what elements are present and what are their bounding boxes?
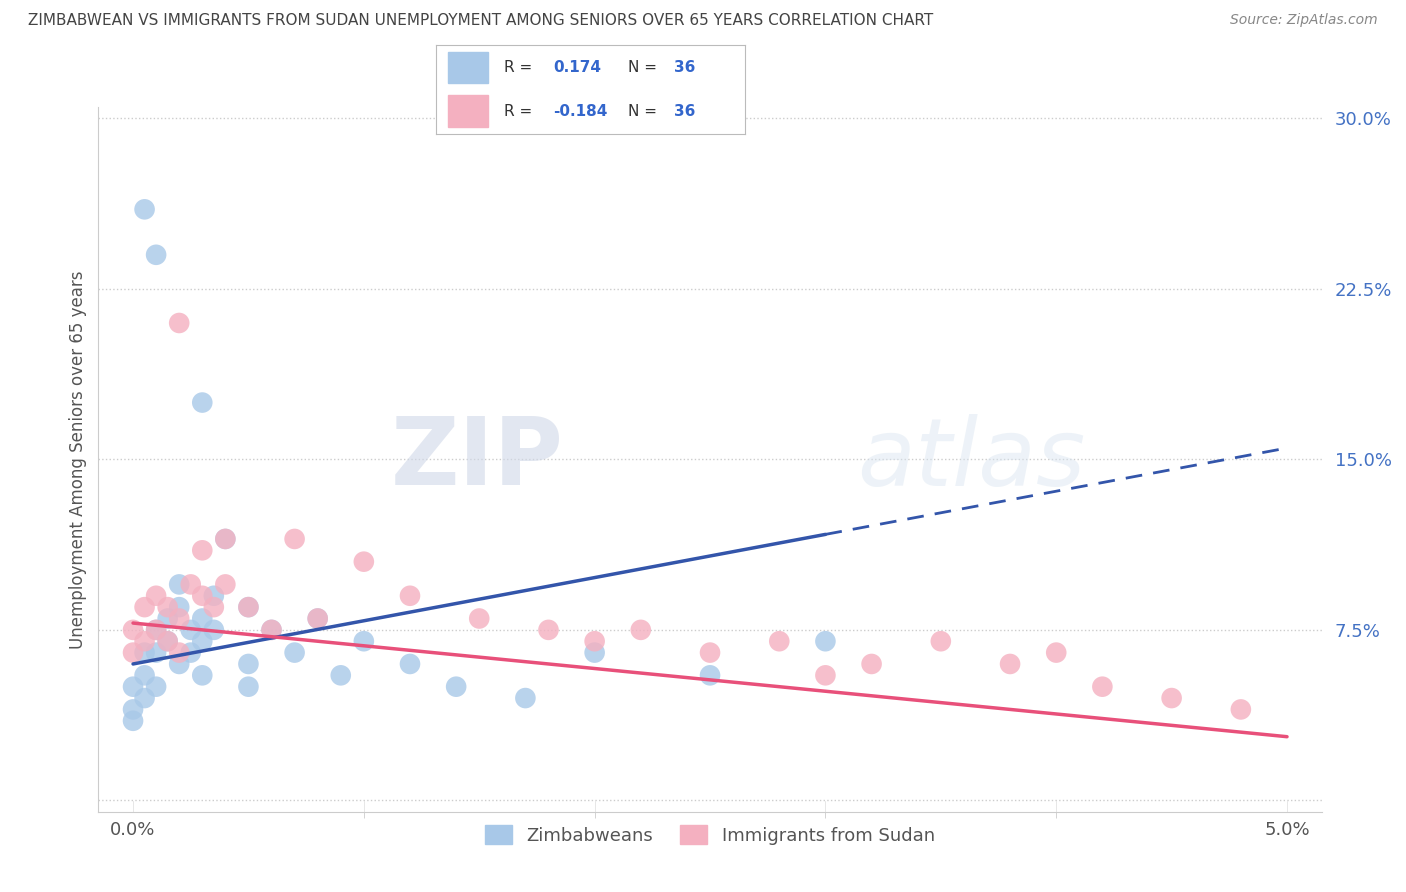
Text: ZIP: ZIP bbox=[391, 413, 564, 506]
Text: -0.184: -0.184 bbox=[554, 103, 607, 119]
Point bbox=[353, 555, 375, 569]
Point bbox=[202, 589, 225, 603]
Point bbox=[134, 646, 156, 660]
Point bbox=[167, 657, 190, 671]
Point bbox=[214, 577, 236, 591]
Y-axis label: Unemployment Among Seniors over 65 years: Unemployment Among Seniors over 65 years bbox=[69, 270, 87, 648]
Point bbox=[998, 657, 1021, 671]
Point bbox=[180, 646, 202, 660]
Point bbox=[284, 532, 307, 546]
Legend: Zimbabweans, Immigrants from Sudan: Zimbabweans, Immigrants from Sudan bbox=[478, 818, 942, 852]
Text: ZIMBABWEAN VS IMMIGRANTS FROM SUDAN UNEMPLOYMENT AMONG SENIORS OVER 65 YEARS COR: ZIMBABWEAN VS IMMIGRANTS FROM SUDAN UNEM… bbox=[28, 13, 934, 29]
Point bbox=[630, 623, 652, 637]
Point bbox=[191, 634, 214, 648]
Point bbox=[699, 668, 721, 682]
Point bbox=[353, 634, 375, 648]
Point bbox=[399, 589, 422, 603]
Point bbox=[202, 623, 225, 637]
Point bbox=[156, 634, 179, 648]
Point bbox=[238, 600, 260, 615]
Point bbox=[145, 680, 167, 694]
Text: N =: N = bbox=[627, 103, 661, 119]
Point bbox=[145, 646, 167, 660]
Text: 36: 36 bbox=[673, 103, 696, 119]
Point bbox=[134, 634, 156, 648]
Point bbox=[134, 600, 156, 615]
Point bbox=[180, 623, 202, 637]
Point bbox=[307, 611, 329, 625]
Point bbox=[1160, 691, 1182, 706]
Text: atlas: atlas bbox=[856, 414, 1085, 505]
Text: 0.174: 0.174 bbox=[554, 60, 602, 75]
Text: 36: 36 bbox=[673, 60, 696, 75]
Point bbox=[515, 691, 537, 706]
Point bbox=[167, 577, 190, 591]
Point bbox=[167, 600, 190, 615]
Point bbox=[167, 646, 190, 660]
Point bbox=[537, 623, 560, 637]
FancyBboxPatch shape bbox=[449, 95, 488, 127]
Point bbox=[122, 623, 145, 637]
Point bbox=[468, 611, 491, 625]
Point bbox=[329, 668, 352, 682]
Point bbox=[238, 657, 260, 671]
Point bbox=[860, 657, 883, 671]
Point bbox=[156, 634, 179, 648]
Point bbox=[399, 657, 422, 671]
Point bbox=[929, 634, 952, 648]
Point bbox=[134, 668, 156, 682]
Point bbox=[284, 646, 307, 660]
Point bbox=[156, 600, 179, 615]
Point bbox=[145, 248, 167, 262]
Point bbox=[122, 714, 145, 728]
Point bbox=[214, 532, 236, 546]
Point bbox=[191, 668, 214, 682]
Point bbox=[167, 316, 190, 330]
Point bbox=[583, 646, 606, 660]
Point bbox=[122, 680, 145, 694]
Text: N =: N = bbox=[627, 60, 661, 75]
Point bbox=[699, 646, 721, 660]
Point bbox=[145, 623, 167, 637]
Point bbox=[191, 589, 214, 603]
Point bbox=[583, 634, 606, 648]
Point bbox=[260, 623, 283, 637]
Point bbox=[122, 702, 145, 716]
Point bbox=[167, 611, 190, 625]
FancyBboxPatch shape bbox=[449, 52, 488, 83]
Point bbox=[238, 680, 260, 694]
Point bbox=[156, 611, 179, 625]
Point bbox=[145, 589, 167, 603]
Point bbox=[814, 668, 837, 682]
Point bbox=[768, 634, 790, 648]
Text: Source: ZipAtlas.com: Source: ZipAtlas.com bbox=[1230, 13, 1378, 28]
Point bbox=[1045, 646, 1067, 660]
Point bbox=[260, 623, 283, 637]
Point bbox=[191, 543, 214, 558]
Point bbox=[214, 532, 236, 546]
Point bbox=[1091, 680, 1114, 694]
Point bbox=[191, 611, 214, 625]
Text: R =: R = bbox=[503, 103, 537, 119]
Point bbox=[122, 646, 145, 660]
Text: R =: R = bbox=[503, 60, 537, 75]
Point bbox=[238, 600, 260, 615]
Point bbox=[444, 680, 467, 694]
Point bbox=[1230, 702, 1253, 716]
Point bbox=[134, 691, 156, 706]
Point bbox=[202, 600, 225, 615]
Point bbox=[191, 395, 214, 409]
Point bbox=[145, 623, 167, 637]
Point bbox=[180, 577, 202, 591]
Point bbox=[134, 202, 156, 217]
Point bbox=[307, 611, 329, 625]
Point bbox=[814, 634, 837, 648]
